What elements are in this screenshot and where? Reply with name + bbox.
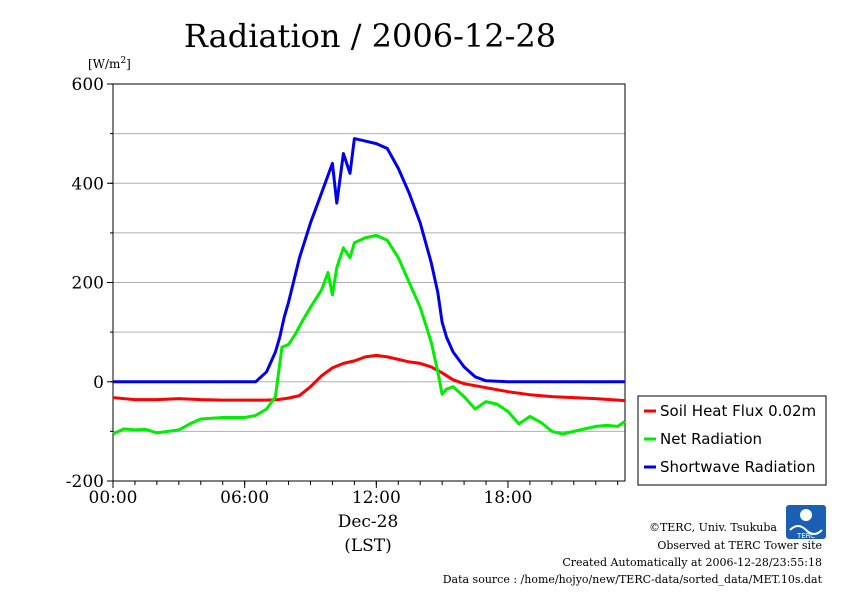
- logo-text: TERC: [796, 532, 815, 540]
- legend: Soil Heat Flux 0.02m Net Radiation Shortwa…: [637, 395, 827, 486]
- chart-title: Radiation / 2006-12-28: [184, 17, 556, 55]
- y-tick-label: -200: [66, 472, 104, 492]
- legend-label: Soil Heat Flux 0.02m: [660, 402, 816, 420]
- y-tick-label: 400: [72, 174, 104, 194]
- series-line-2: [113, 137, 625, 384]
- x-tick-label: 18:00: [483, 488, 532, 508]
- footer-copyright: ©TERC, Univ. Tsukuba: [649, 521, 777, 534]
- y-axis-label: [W/m2]: [88, 56, 131, 71]
- y-tick-label: 200: [72, 274, 104, 294]
- terc-logo: TERC: [786, 505, 826, 540]
- legend-label: Net Radiation: [660, 430, 762, 448]
- y-tick-label: 0: [93, 373, 104, 393]
- x-tick-label: 00:00: [89, 488, 138, 508]
- footer-created: Created Automatically at 2006-12-28/23:5…: [562, 556, 822, 569]
- y-tick-label: 600: [72, 75, 104, 95]
- series-line-1: [112, 233, 626, 436]
- y-axis-ticks: 600 400 200 0 -200: [66, 75, 113, 492]
- x-tick-label: 06:00: [220, 488, 269, 508]
- series-lines: [112, 137, 626, 436]
- series-line-0: [112, 353, 626, 403]
- grid-lines: [113, 133, 625, 432]
- logo-background: [786, 505, 826, 539]
- x-axis-timezone-label: (LST): [344, 536, 392, 556]
- footer-source: Data source : /home/hojyo/new/TERC-data/…: [443, 573, 823, 586]
- x-axis-date-label: Dec-28: [338, 512, 399, 532]
- legend-label: Shortwave Radiation: [660, 458, 816, 476]
- logo-wave-icon: [789, 525, 823, 535]
- logo-drop-icon: [800, 509, 812, 521]
- footer-observed: Observed at TERC Tower site: [657, 539, 822, 552]
- x-axis-ticks: 00:00 06:00 12:00 18:00: [89, 481, 619, 508]
- legend-box: [637, 395, 827, 486]
- x-tick-label: 12:00: [352, 488, 401, 508]
